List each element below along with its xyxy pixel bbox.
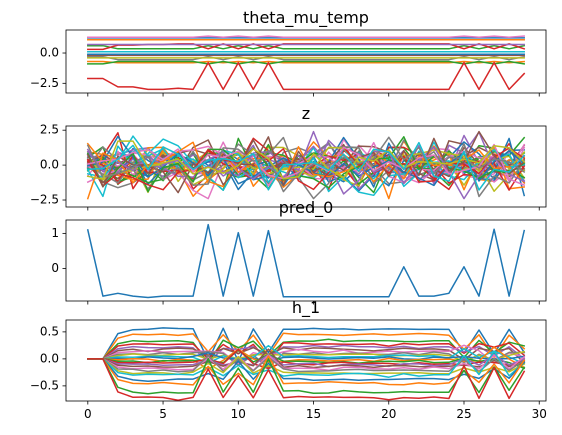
axes-frame: [65, 29, 547, 94]
series-line-39: [86, 140, 526, 180]
series-line-38: [86, 136, 526, 193]
series-line-16: [87, 348, 526, 369]
x-tick-label: 10: [231, 407, 246, 421]
series-line-7: [87, 35, 526, 39]
series-line-37: [86, 143, 526, 187]
series-line-7: [87, 344, 526, 365]
series-line-8: [87, 55, 526, 61]
panel-2: z −2.5 0.0 2.5: [30, 104, 547, 211]
panel-4: h_1 −0.5 0.0 0.5 0 5 10 15 20 25 30: [30, 298, 547, 421]
panel-title: pred_0: [279, 198, 334, 218]
series-group: [87, 327, 526, 401]
panel-3: pred_0 0 1: [51, 198, 547, 305]
axes-frame: [65, 125, 547, 208]
y-tick-label: 0: [51, 261, 59, 275]
y-tick-label: −2.5: [30, 76, 59, 90]
series-line-8: [87, 350, 525, 369]
x-tick-label: 0: [84, 407, 92, 421]
y-tick-label: −2.5: [30, 193, 59, 207]
x-tick-label: 5: [159, 407, 167, 421]
series-line-15: [87, 353, 526, 368]
series-line-5: [87, 344, 526, 364]
series-line-2: [87, 332, 526, 360]
x-tick-label: 30: [532, 407, 547, 421]
y-tick-label: −0.5: [30, 378, 59, 392]
series-line-10: [87, 344, 526, 365]
series-line-21: [87, 358, 526, 382]
y-tick-label: 2.5: [40, 123, 59, 137]
series-line-13: [87, 60, 526, 65]
panel-title: h_1: [292, 298, 320, 318]
series-line-23: [86, 150, 526, 185]
series-line-23: [87, 357, 526, 395]
series-group: [86, 130, 526, 200]
series-line-6: [87, 346, 526, 364]
panel-1: theta_mu_temp −2.5 0.0: [30, 8, 547, 97]
series-line-18: [87, 354, 526, 373]
series-line-36: [86, 130, 526, 194]
axes-frame: [65, 219, 547, 302]
panel-title: z: [302, 104, 310, 123]
series-line-20: [87, 350, 526, 378]
axes-frame: [65, 319, 547, 402]
series-line-11: [87, 352, 526, 362]
series-line-13: [87, 349, 526, 370]
series-line-40: [87, 141, 526, 191]
series-line-14: [87, 61, 526, 91]
x-tick-label: 20: [381, 407, 396, 421]
x-tick-label: 25: [456, 407, 471, 421]
series-line-1: [86, 223, 526, 299]
x-tick-label: 15: [306, 407, 321, 421]
series-line-3: [87, 44, 526, 50]
y-tick-label: 1: [51, 226, 59, 240]
series-group: [86, 223, 526, 299]
y-tick-label: 0.0: [40, 158, 59, 172]
series-line-4: [87, 342, 526, 363]
y-tick-label: 0.0: [40, 351, 59, 365]
series-group: [87, 35, 526, 91]
y-tick-label: 0.5: [40, 324, 59, 338]
series-line-3: [87, 338, 526, 364]
y-tick-label: 0.0: [40, 46, 59, 60]
series-line-22: [87, 355, 526, 386]
panel-title: theta_mu_temp: [243, 8, 369, 28]
series-line-1: [87, 327, 526, 363]
series-line-24: [87, 358, 526, 401]
series-line-17: [87, 354, 526, 372]
